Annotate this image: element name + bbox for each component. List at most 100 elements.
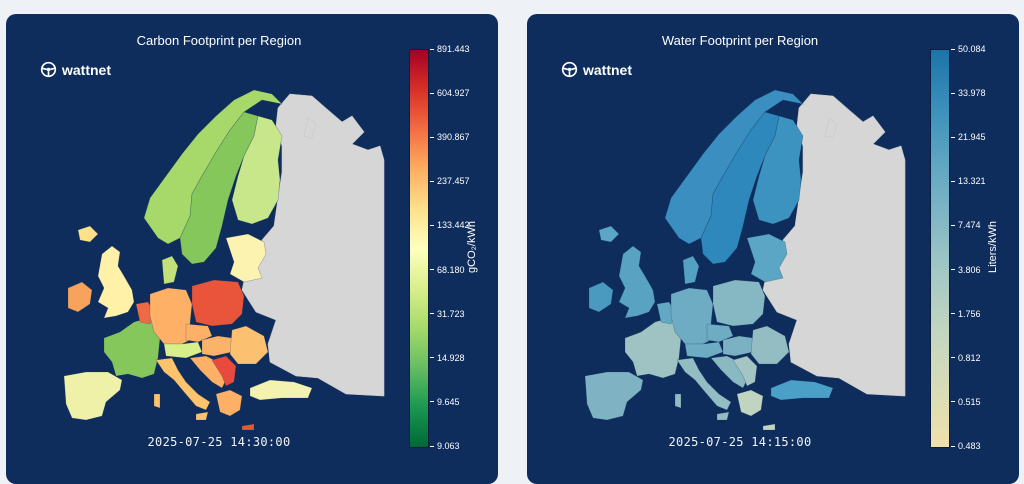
region-czech — [706, 323, 734, 343]
colorbar-tick: 7.474 — [951, 220, 981, 230]
brand-name: wattnet — [583, 61, 632, 78]
region-poland — [191, 279, 245, 327]
region-nonservice — [303, 117, 317, 139]
region-austria — [684, 341, 724, 359]
colorbar-tick-label: 21.945 — [958, 132, 986, 143]
region-denmark — [161, 255, 179, 285]
colorbar-tick-label: 133.442 — [437, 220, 470, 231]
region-czech — [185, 323, 213, 343]
region-italy — [676, 357, 732, 411]
colorbar-ticks: 50.084 33.978 21.945 13.321 7.474 3.806 1.756 0… — [951, 44, 1001, 451]
colorbar-tick: 604.927 — [430, 88, 470, 98]
colorbar-tick-label: 50.084 — [958, 44, 986, 54]
region-nonservice — [762, 93, 906, 397]
colorbar-tick-label: 3.806 — [958, 264, 981, 275]
colorbar-tick-label: 33.978 — [958, 88, 986, 99]
colorbar-tick: 21.945 — [951, 132, 986, 142]
brand-logo: wattnet — [40, 61, 111, 78]
region-denmark — [682, 255, 700, 285]
colorbar-tick: 31.723 — [430, 309, 465, 319]
colorbar-unit: gCO₂/kWh — [466, 221, 478, 273]
region-finland — [231, 115, 283, 225]
region-baltics — [746, 233, 788, 283]
region-romania — [229, 325, 269, 365]
colorbar-tick-label: 14.928 — [437, 352, 465, 363]
colorbar-tick: 133.442 — [430, 220, 470, 230]
region-uk — [618, 245, 656, 319]
region-serbia — [732, 355, 758, 387]
colorbar-tick: 3.806 — [951, 265, 981, 275]
colorbar-tick-label: 31.723 — [437, 308, 465, 319]
colorbar-tick-label: 0.515 — [958, 396, 981, 407]
region-turkey — [249, 379, 313, 401]
colorbar-tick: 891.443 — [430, 44, 470, 54]
colorbar-tick: 1.756 — [951, 309, 981, 319]
brand-logo: wattnet — [561, 61, 632, 78]
region-france — [103, 317, 161, 379]
colorbar-tick: 0.483 — [951, 441, 981, 451]
colorbar-tick-label: 9.645 — [437, 396, 460, 407]
carbon-map-panel: Carbon Footprint per Region wattnet 2025… — [6, 14, 498, 484]
colorbar-tick-label: 237.457 — [437, 176, 470, 187]
colorbar-tick-label: 68.180 — [437, 264, 465, 275]
region-turkey — [770, 379, 834, 401]
region-hungary — [201, 335, 233, 357]
colorbar-tick: 68.180 — [430, 265, 465, 275]
colorbar-tick: 13.321 — [951, 176, 986, 186]
region-serbia — [211, 355, 237, 387]
region-italy — [716, 411, 730, 421]
region-nonservice — [241, 93, 385, 397]
colorbar-tick-label: 13.321 — [958, 176, 986, 187]
colorbar-tick-label: 7.474 — [958, 220, 981, 231]
colorbar-tick: 0.515 — [951, 397, 981, 407]
region-italy — [155, 357, 211, 411]
region-greece — [736, 389, 764, 417]
region-hungary — [722, 335, 754, 357]
region-iberia — [584, 371, 644, 421]
region-crete — [762, 423, 776, 431]
region-italy — [153, 393, 161, 409]
steering-wheel-icon — [40, 61, 57, 78]
colorbar-tick: 9.645 — [430, 397, 460, 407]
colorbar — [409, 49, 429, 448]
colorbar — [930, 49, 950, 448]
colorbar-tick: 237.457 — [430, 176, 470, 186]
region-austria — [163, 341, 203, 359]
colorbar-unit: Liters/kWh — [987, 221, 999, 273]
region-finland — [752, 115, 804, 225]
region-iceland — [77, 225, 99, 243]
colorbar-tick-label: 0.483 — [958, 441, 981, 451]
steering-wheel-icon — [561, 61, 578, 78]
region-uk — [97, 245, 135, 319]
colorbar-tick: 14.928 — [430, 353, 465, 363]
timestamp: 2025-07-25 14:15:00 — [668, 435, 812, 449]
region-italy — [195, 411, 209, 421]
region-nonservice — [824, 117, 838, 139]
timestamp: 2025-07-25 14:30:00 — [147, 435, 291, 449]
region-greece — [215, 389, 243, 417]
colorbar-tick-label: 891.443 — [437, 44, 470, 54]
colorbar-tick: 390.867 — [430, 132, 470, 142]
colorbar-tick-label: 9.063 — [437, 441, 460, 451]
water-map-panel: Water Footprint per Region wattnet 2025-… — [527, 14, 1019, 484]
colorbar-tick-label: 604.927 — [437, 88, 470, 99]
region-iceland — [598, 225, 620, 243]
region-france — [624, 317, 682, 379]
region-ireland — [67, 281, 93, 313]
colorbar-tick-label: 1.756 — [958, 308, 981, 319]
region-baltics — [225, 233, 267, 283]
brand-name: wattnet — [62, 61, 111, 78]
colorbar-tick: 9.063 — [430, 441, 460, 451]
region-iberia — [63, 371, 123, 421]
colorbar-tick: 0.812 — [951, 353, 981, 363]
europe-map — [584, 89, 906, 431]
colorbar-ticks: 891.443 604.927 390.867 237.457 133.442 68.18… — [430, 44, 480, 451]
europe-map — [63, 89, 385, 431]
region-ireland — [588, 281, 614, 313]
panel-title: Carbon Footprint per Region — [136, 33, 302, 48]
colorbar-tick: 33.978 — [951, 88, 986, 98]
colorbar-tick-label: 390.867 — [437, 132, 470, 143]
region-italy — [674, 393, 682, 409]
region-crete — [241, 423, 255, 431]
region-romania — [750, 325, 790, 365]
